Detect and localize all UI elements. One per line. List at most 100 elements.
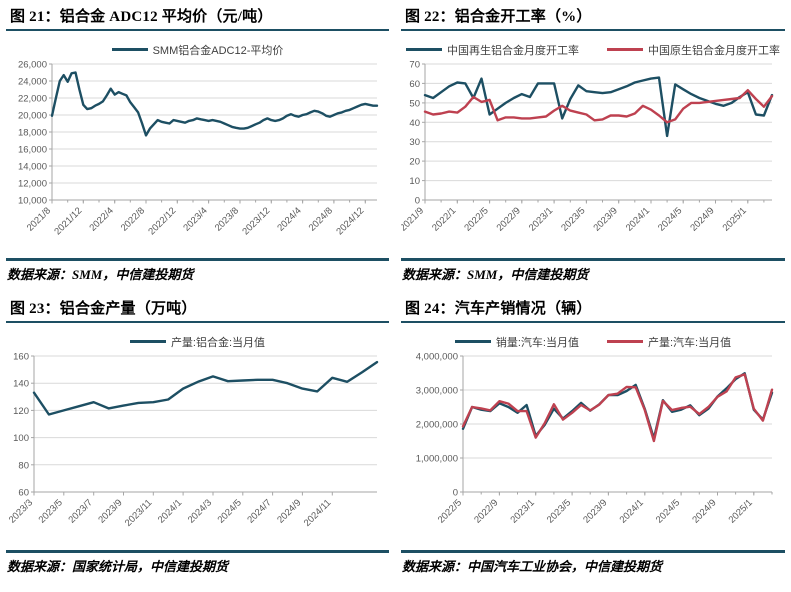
source-divider [401, 258, 785, 261]
svg-text:100: 100 [13, 433, 29, 444]
svg-text:2022/4: 2022/4 [87, 205, 115, 233]
svg-text:2024/5: 2024/5 [654, 497, 682, 525]
svg-text:2,000,000: 2,000,000 [416, 420, 458, 431]
svg-text:2025/1: 2025/1 [721, 205, 749, 233]
figure-22-panel: 图 22：铝合金开工率（%） 中国再生铝合金月度开工率 中国原生铝合金月度开工率 … [395, 2, 791, 286]
svg-text:14,000: 14,000 [18, 162, 47, 173]
svg-text:2024/9: 2024/9 [688, 205, 716, 233]
svg-text:2023/11: 2023/11 [123, 497, 155, 529]
svg-text:2022/5: 2022/5 [436, 497, 464, 525]
svg-text:140: 140 [13, 379, 29, 390]
svg-text:2024/1: 2024/1 [156, 497, 184, 525]
figure-22-legend: 中国再生铝合金月度开工率 中国原生铝合金月度开工率 [401, 42, 785, 57]
figure-23-source: 数据来源：国家统计局，中信建投期货 [7, 559, 229, 574]
svg-text:2022/1: 2022/1 [430, 205, 458, 233]
svg-text:2023/5: 2023/5 [559, 205, 587, 233]
svg-text:1,000,000: 1,000,000 [416, 454, 458, 465]
svg-text:2021/8: 2021/8 [25, 205, 53, 233]
title-divider [6, 29, 389, 31]
figure-21-source: 数据来源：SMM，中信建投期货 [7, 267, 194, 282]
legend-item: 产量:汽车:当月值 [607, 334, 731, 350]
figure-21-legend: SMM铝合金ADC12-平均价 [6, 42, 389, 57]
svg-text:2023/7: 2023/7 [66, 497, 94, 525]
figure-24-panel: 图 24：汽车产销情况（辆） 销量:汽车:当月值 产量:汽车:当月值 0 1,000… [395, 294, 791, 578]
svg-text:2023/5: 2023/5 [37, 497, 65, 525]
source-divider [6, 550, 389, 553]
svg-text:2024/12: 2024/12 [334, 205, 366, 237]
title-divider [401, 321, 785, 323]
svg-text:2024/9: 2024/9 [690, 497, 718, 525]
source-divider [6, 258, 389, 261]
svg-text:24,000: 24,000 [18, 77, 47, 88]
svg-text:2022/12: 2022/12 [146, 205, 178, 237]
svg-text:2024/9: 2024/9 [275, 497, 303, 525]
legend-label: 产量:汽车:当月值 [648, 336, 732, 349]
figure-23-title: 图 23：铝合金产量（万吨） [10, 301, 197, 317]
legend-line-swatch [607, 48, 643, 51]
report-chart-grid: 图 21：铝合金 ADC12 平均价（元/吨） SMM铝合金ADC12-平均价 … [0, 2, 791, 578]
svg-text:50: 50 [409, 98, 420, 109]
svg-text:70: 70 [409, 60, 420, 71]
figure-24-source: 数据来源：中国汽车工业协会，中信建投期货 [402, 559, 663, 574]
svg-text:12,000: 12,000 [18, 179, 47, 190]
figure-24-chart: 0 1,000,000 2,000,000 3,000,000 4,000,000 202… [416, 352, 774, 526]
legend-line-swatch [129, 340, 166, 343]
svg-text:2024/8: 2024/8 [307, 205, 335, 233]
svg-text:40: 40 [409, 118, 420, 129]
svg-text:2023/9: 2023/9 [591, 205, 619, 233]
figure-23-legend: 产量:铝合金:当月值 [6, 334, 389, 349]
svg-text:120: 120 [13, 406, 29, 417]
svg-text:0: 0 [453, 488, 458, 499]
figure-23-chart: 60 80 100 120 140 160 2023/3 2023/5 2023/7 2023/9… [7, 352, 379, 529]
svg-text:2021/9: 2021/9 [401, 205, 426, 233]
svg-text:22,000: 22,000 [18, 94, 47, 105]
legend-item: SMM铝合金ADC12-平均价 [111, 42, 284, 58]
svg-text:18,000: 18,000 [18, 128, 47, 139]
svg-text:60: 60 [18, 488, 29, 499]
svg-text:2024/4: 2024/4 [275, 205, 303, 233]
svg-text:0: 0 [415, 196, 420, 207]
svg-text:2024/11: 2024/11 [302, 497, 334, 529]
svg-text:2023/1: 2023/1 [527, 205, 555, 233]
svg-text:2025/1: 2025/1 [727, 497, 755, 525]
svg-text:4,000,000: 4,000,000 [416, 352, 458, 363]
legend-item: 中国原生铝合金月度开工率 [607, 42, 780, 58]
svg-text:2024/3: 2024/3 [186, 497, 214, 525]
svg-text:2023/9: 2023/9 [581, 497, 609, 525]
legend-label: 中国再生铝合金月度开工率 [447, 44, 579, 57]
svg-text:2022/9: 2022/9 [472, 497, 500, 525]
figure-24-legend: 销量:汽车:当月值 产量:汽车:当月值 [401, 334, 785, 349]
svg-text:10: 10 [409, 176, 420, 187]
svg-text:80: 80 [18, 460, 29, 471]
title-divider [401, 29, 785, 31]
legend-line-swatch [607, 340, 643, 343]
figure-22-source: 数据来源：SMM，中信建投期货 [402, 267, 589, 282]
svg-text:2022/5: 2022/5 [462, 205, 490, 233]
legend-item: 产量:铝合金:当月值 [129, 334, 265, 350]
figure-21-title: 图 21：铝合金 ADC12 平均价（元/吨） [10, 9, 273, 25]
svg-text:2021/12: 2021/12 [52, 205, 84, 237]
legend-line-swatch [406, 48, 442, 51]
figure-23-panel: 图 23：铝合金产量（万吨） 产量:铝合金:当月值 60 80 100 120 140 1… [0, 294, 395, 578]
svg-text:2024/7: 2024/7 [245, 497, 273, 525]
svg-text:2023/4: 2023/4 [181, 205, 209, 233]
figure-24-title: 图 24：汽车产销情况（辆） [405, 301, 592, 317]
svg-text:60: 60 [409, 79, 420, 90]
svg-text:20: 20 [409, 157, 420, 168]
legend-line-swatch [111, 48, 148, 51]
legend-label: 中国原生铝合金月度开工率 [648, 44, 780, 57]
svg-text:20,000: 20,000 [18, 111, 47, 122]
svg-text:160: 160 [13, 352, 29, 363]
svg-text:2024/1: 2024/1 [618, 497, 646, 525]
legend-item: 中国再生铝合金月度开工率 [406, 42, 579, 58]
svg-text:3,000,000: 3,000,000 [416, 386, 458, 397]
legend-line-swatch [454, 340, 491, 343]
svg-text:2024/1: 2024/1 [624, 205, 652, 233]
svg-text:10,000: 10,000 [18, 196, 47, 207]
svg-text:2023/12: 2023/12 [240, 205, 272, 237]
legend-label: SMM铝合金ADC12-平均价 [152, 44, 284, 57]
figure-21-chart: 10,000 12,000 14,000 16,000 18,000 20,000 22,0… [18, 60, 379, 237]
svg-text:2023/1: 2023/1 [508, 497, 536, 525]
figure-22-title: 图 22：铝合金开工率（%） [405, 9, 592, 25]
